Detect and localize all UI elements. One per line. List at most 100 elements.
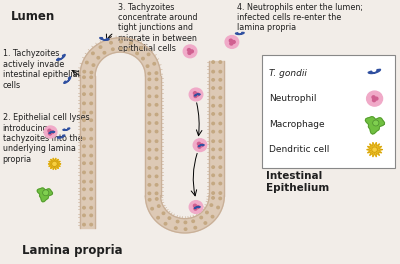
Circle shape <box>155 95 158 97</box>
Circle shape <box>90 206 92 209</box>
Circle shape <box>153 63 156 65</box>
Circle shape <box>112 48 114 50</box>
Circle shape <box>219 61 222 63</box>
Circle shape <box>212 79 214 81</box>
Circle shape <box>212 105 214 107</box>
Circle shape <box>219 122 222 125</box>
Circle shape <box>212 61 214 63</box>
Circle shape <box>229 39 232 42</box>
Circle shape <box>83 223 85 226</box>
Circle shape <box>212 113 214 115</box>
Circle shape <box>148 199 151 201</box>
Circle shape <box>155 157 158 159</box>
Circle shape <box>206 211 208 214</box>
Circle shape <box>155 167 158 169</box>
Circle shape <box>90 145 92 148</box>
Circle shape <box>219 140 222 142</box>
Polygon shape <box>100 37 109 40</box>
Text: Neutrophil: Neutrophil <box>269 94 316 103</box>
Circle shape <box>189 201 203 213</box>
Circle shape <box>367 91 382 106</box>
Circle shape <box>232 41 235 43</box>
Circle shape <box>212 174 214 177</box>
Circle shape <box>212 148 214 150</box>
Circle shape <box>148 72 150 75</box>
Circle shape <box>90 223 92 226</box>
Circle shape <box>184 228 187 230</box>
Circle shape <box>120 40 122 43</box>
Circle shape <box>194 95 197 97</box>
Circle shape <box>148 140 151 142</box>
Polygon shape <box>37 188 52 202</box>
Circle shape <box>212 70 214 73</box>
Circle shape <box>99 46 102 48</box>
Circle shape <box>219 174 222 177</box>
Polygon shape <box>80 76 95 228</box>
Circle shape <box>90 214 92 216</box>
Circle shape <box>92 64 95 66</box>
Circle shape <box>151 208 154 210</box>
Circle shape <box>174 227 177 229</box>
Circle shape <box>155 72 158 74</box>
Circle shape <box>44 191 48 195</box>
Circle shape <box>212 122 214 125</box>
Circle shape <box>83 76 85 78</box>
Circle shape <box>219 156 222 159</box>
Circle shape <box>97 56 100 59</box>
Circle shape <box>90 128 92 131</box>
Circle shape <box>219 96 222 99</box>
Circle shape <box>103 51 106 54</box>
Polygon shape <box>194 94 200 96</box>
Circle shape <box>83 138 85 140</box>
Circle shape <box>155 184 158 186</box>
Circle shape <box>148 157 151 159</box>
Circle shape <box>155 87 158 89</box>
Polygon shape <box>48 158 61 170</box>
Text: Dendritic cell: Dendritic cell <box>269 145 329 154</box>
Circle shape <box>219 113 222 115</box>
Text: Macrophage: Macrophage <box>269 120 324 129</box>
Circle shape <box>196 206 199 209</box>
Text: T. gondii: T. gondii <box>269 69 307 78</box>
Polygon shape <box>368 69 380 74</box>
Circle shape <box>155 175 158 178</box>
Circle shape <box>372 147 377 152</box>
Circle shape <box>212 192 214 194</box>
Circle shape <box>83 180 85 183</box>
Circle shape <box>146 65 149 67</box>
Circle shape <box>194 207 197 210</box>
Circle shape <box>193 139 207 152</box>
Circle shape <box>219 70 222 73</box>
Circle shape <box>204 222 207 224</box>
Circle shape <box>212 197 214 199</box>
Polygon shape <box>367 142 382 157</box>
Polygon shape <box>64 77 71 83</box>
Circle shape <box>48 132 52 135</box>
Polygon shape <box>145 196 224 233</box>
Circle shape <box>156 198 158 200</box>
Polygon shape <box>80 38 160 76</box>
Circle shape <box>148 95 151 97</box>
Circle shape <box>212 140 214 142</box>
Circle shape <box>212 182 214 185</box>
Circle shape <box>184 221 187 224</box>
Circle shape <box>374 121 378 125</box>
Circle shape <box>219 105 222 107</box>
Circle shape <box>83 85 85 88</box>
Circle shape <box>90 93 92 95</box>
Circle shape <box>219 166 222 168</box>
Circle shape <box>176 220 179 223</box>
Circle shape <box>194 92 196 95</box>
Circle shape <box>217 206 219 209</box>
Circle shape <box>48 129 51 132</box>
Polygon shape <box>56 54 65 60</box>
Circle shape <box>90 119 92 121</box>
Circle shape <box>198 142 200 145</box>
Circle shape <box>158 205 160 207</box>
Circle shape <box>183 45 197 58</box>
Circle shape <box>83 93 85 95</box>
Polygon shape <box>63 128 70 130</box>
Polygon shape <box>49 131 55 134</box>
Circle shape <box>90 138 92 140</box>
Text: 1. Tachyzoites
actively invade
intestinal epithelial
cells: 1. Tachyzoites actively invade intestina… <box>3 49 80 90</box>
